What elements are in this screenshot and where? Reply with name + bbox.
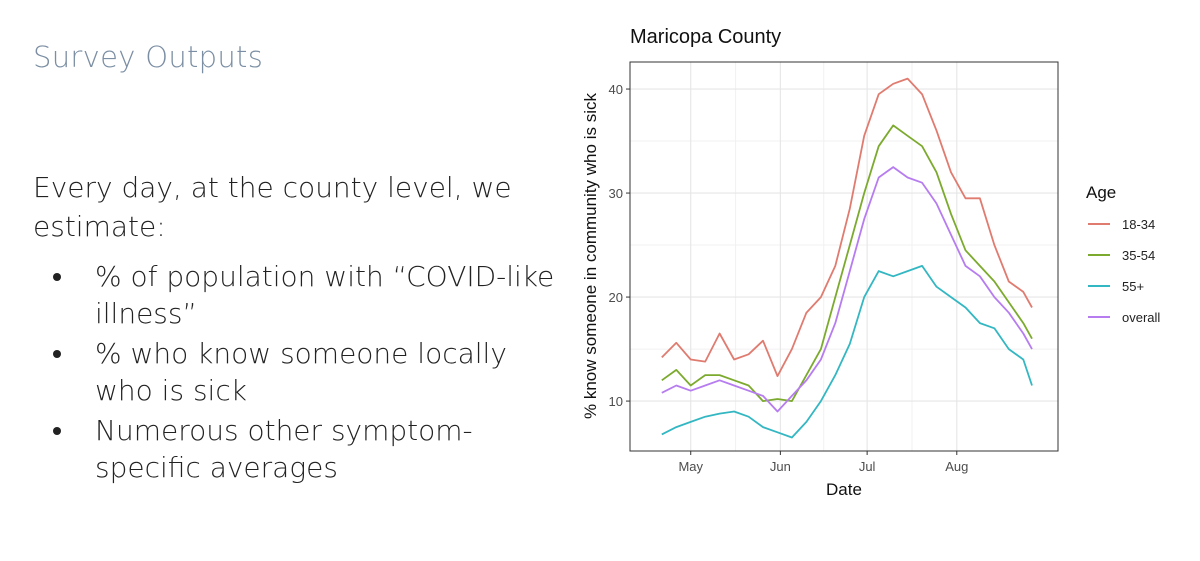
legend-label: 18-34 [1122,217,1155,232]
legend-label: overall [1122,310,1160,325]
series-line-55+ [661,264,1033,439]
line-chart: Maricopa County 10 20 30 40 May Jun Jul Aug Dat… [572,14,1192,514]
axis-ticks: 10 20 30 40 May Jun Jul Aug [609,82,969,474]
legend: Age 18-34 35-54 55+ overall [1086,183,1160,325]
chart-title: Maricopa County [630,26,781,48]
x-tick-label: May [678,459,703,474]
y-tick-label: 40 [609,82,623,97]
y-tick-label: 20 [609,290,623,305]
slide-title: Survey Outputs [33,40,264,74]
series-lines [661,77,1033,439]
legend-label: 55+ [1122,279,1144,294]
x-tick-label: Jul [859,459,876,474]
bullet-item: Numerous other symptom-specific averages [33,412,563,486]
bullet-item: % of population with “COVID-like illness… [33,258,563,332]
y-axis-label: % know someone in community who is sick [581,93,600,419]
plot-panel [629,61,1059,452]
x-axis-label: Date [826,480,862,499]
bullet-text: Numerous other symptom-specific averages [95,414,473,484]
x-tick-label: Jun [770,459,791,474]
slide-body: Every day, at the county level, we estim… [33,168,563,489]
chart-svg: Maricopa County 10 20 30 40 May Jun Jul Aug Dat… [581,26,1160,499]
bullet-item: % who know someone locally who is sick [33,335,563,409]
legend-label: 35-54 [1122,248,1155,263]
x-tick-label: Aug [945,459,968,474]
y-tick-label: 10 [609,394,623,409]
series-line-18-34 [661,77,1033,378]
grid-lines [630,62,1058,451]
bullet-dot-icon [53,427,61,435]
legend-title: Age [1086,183,1116,202]
bullet-text: % who know someone locally who is sick [95,337,507,407]
series-line-35-54 [661,124,1033,403]
bullet-dot-icon [53,273,61,281]
series-line-overall [661,166,1033,413]
bullet-list: % of population with “COVID-like illness… [33,258,563,486]
bullet-dot-icon [53,350,61,358]
bullet-text: % of population with “COVID-like illness… [95,260,555,330]
y-tick-label: 30 [609,186,623,201]
intro-text: Every day, at the county level, we estim… [33,171,512,243]
